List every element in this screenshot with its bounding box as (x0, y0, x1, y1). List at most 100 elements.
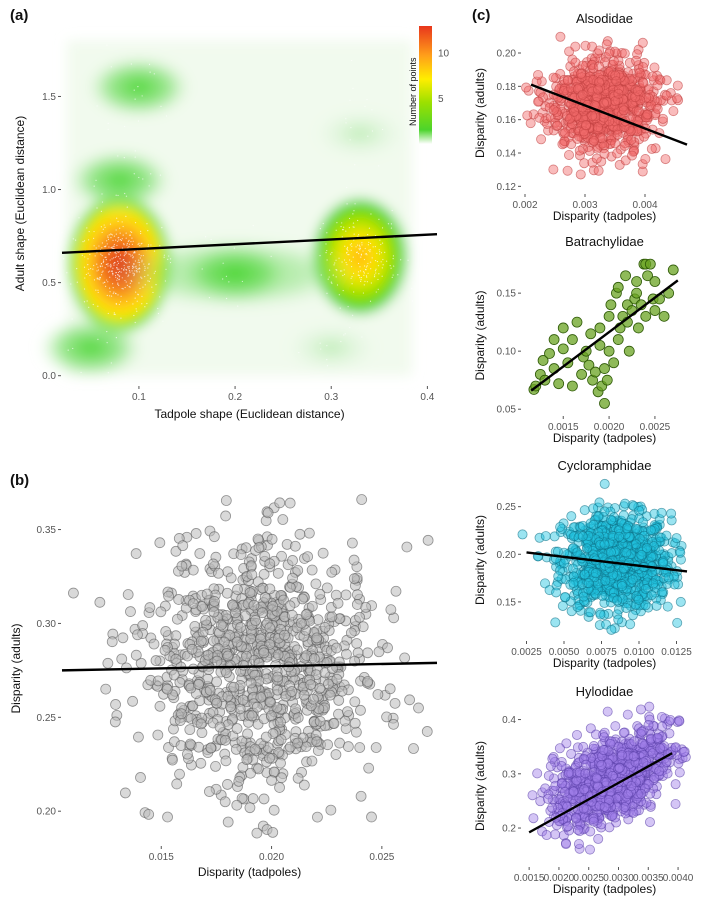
raw-point (134, 321, 136, 324)
data-point (355, 704, 366, 716)
data-point (548, 72, 559, 83)
data-point (355, 790, 367, 802)
raw-point (350, 126, 352, 129)
raw-point (102, 259, 105, 261)
raw-point (225, 297, 228, 300)
data-point (641, 92, 652, 103)
data-point (195, 635, 207, 647)
data-point (625, 619, 636, 630)
data-point (611, 76, 622, 87)
data-point (657, 587, 668, 598)
raw-point (391, 276, 393, 278)
y-axis-label: Disparity (adults) (473, 515, 487, 605)
raw-point (354, 164, 356, 166)
data-point (242, 728, 253, 740)
raw-point (225, 275, 228, 277)
raw-point (120, 239, 123, 241)
raw-point (125, 268, 127, 271)
data-point (222, 816, 234, 828)
data-point (671, 533, 682, 544)
data-point (257, 607, 268, 619)
raw-point (128, 274, 130, 276)
raw-point (127, 275, 129, 277)
raw-point (122, 225, 124, 228)
raw-point (102, 282, 104, 284)
raw-point (350, 249, 352, 251)
raw-point (342, 274, 344, 277)
raw-point (360, 276, 363, 279)
data-point (557, 139, 568, 150)
data-point (298, 689, 310, 701)
raw-point (348, 259, 351, 261)
raw-point (325, 252, 327, 254)
data-point (235, 621, 247, 633)
raw-point (389, 264, 391, 267)
raw-point (380, 243, 382, 246)
data-point (272, 649, 284, 660)
raw-point (140, 276, 142, 278)
data-point (619, 48, 630, 59)
data-point (627, 574, 638, 585)
data-point (389, 697, 401, 709)
data-point (648, 578, 659, 589)
data-point (210, 760, 221, 772)
data-point (302, 551, 314, 563)
raw-point (340, 226, 342, 228)
raw-point (100, 253, 102, 255)
raw-point (133, 89, 135, 91)
raw-point (124, 125, 126, 128)
raw-point (133, 314, 135, 317)
data-point (135, 772, 146, 783)
raw-point (107, 265, 109, 267)
raw-point (352, 87, 354, 90)
data-point (287, 572, 298, 584)
data-point (533, 69, 544, 80)
data-point (172, 613, 183, 625)
raw-point (141, 242, 143, 244)
raw-point (110, 263, 112, 265)
raw-point (346, 248, 348, 251)
data-point (540, 531, 551, 542)
data-point (202, 649, 214, 661)
data-point (633, 594, 644, 605)
data-point (567, 334, 578, 345)
data-point (577, 89, 588, 100)
raw-point (130, 279, 132, 282)
raw-point (377, 288, 379, 290)
data-point (636, 788, 647, 799)
raw-point (342, 229, 344, 231)
data-point (630, 523, 641, 534)
x-tick-label: 0.002 (512, 200, 537, 211)
x-tick-label: 0.0040 (663, 873, 694, 884)
raw-point (110, 295, 113, 297)
raw-point (343, 226, 345, 228)
raw-point (366, 98, 368, 101)
raw-point (124, 286, 126, 289)
data-point (557, 322, 569, 334)
raw-point (121, 221, 123, 223)
raw-point (123, 269, 125, 271)
data-point (522, 110, 533, 121)
raw-point (329, 269, 331, 271)
raw-point (357, 262, 360, 265)
data-point (259, 550, 271, 562)
data-point (553, 571, 564, 582)
raw-point (335, 229, 337, 231)
raw-point (346, 203, 348, 205)
data-point (596, 760, 607, 771)
data-point (584, 844, 595, 855)
raw-point (120, 301, 122, 303)
data-point (556, 778, 567, 789)
data-point (187, 598, 199, 610)
data-point (232, 584, 243, 595)
raw-point (96, 270, 98, 272)
raw-point (326, 259, 328, 261)
data-point (628, 751, 639, 762)
data-point (559, 558, 570, 569)
raw-point (411, 288, 413, 290)
data-point (174, 768, 185, 780)
data-point (658, 558, 669, 569)
raw-point (80, 371, 82, 374)
data-point (330, 749, 342, 760)
raw-point (364, 247, 366, 250)
